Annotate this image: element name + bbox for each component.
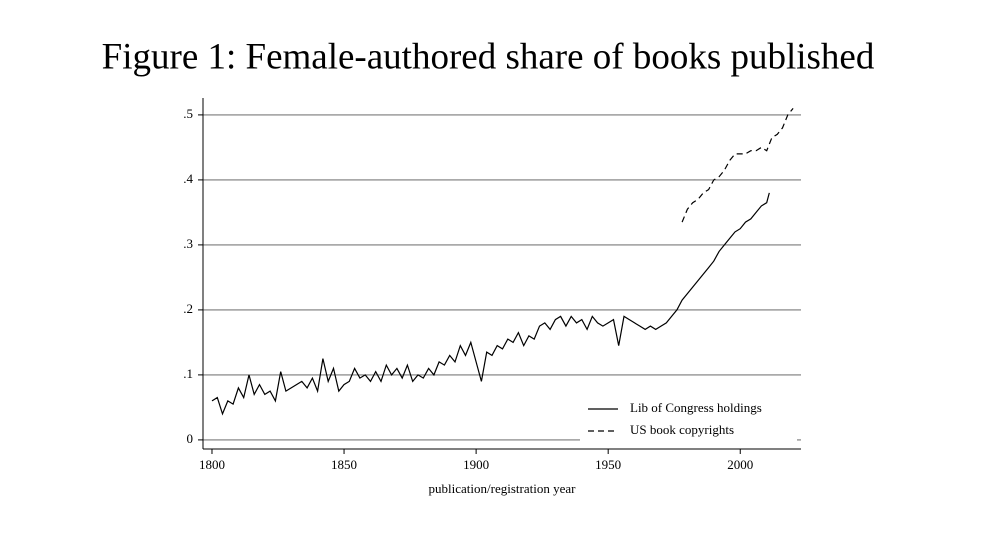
legend-label: Lib of Congress holdings — [630, 400, 762, 415]
x-tick-label: 1850 — [331, 457, 357, 472]
legend-label: US book copyrights — [630, 422, 734, 437]
y-tick-label: .1 — [183, 366, 193, 381]
legend-box — [580, 397, 797, 445]
x-tick-label: 1900 — [463, 457, 489, 472]
x-tick-label: 1800 — [199, 457, 225, 472]
x-tick-label: 1950 — [595, 457, 621, 472]
x-axis-label: publication/registration year — [429, 481, 577, 496]
series-line — [681, 108, 794, 223]
chart-title: Figure 1: Female-authored share of books… — [102, 36, 875, 77]
y-tick-label: .5 — [183, 106, 193, 121]
y-tick-label: .3 — [183, 236, 193, 251]
y-tick-label: .4 — [183, 171, 193, 186]
y-tick-label: 0 — [187, 431, 194, 446]
series-line — [211, 192, 770, 416]
y-tick-label: .2 — [183, 301, 193, 316]
x-tick-label: 2000 — [727, 457, 753, 472]
